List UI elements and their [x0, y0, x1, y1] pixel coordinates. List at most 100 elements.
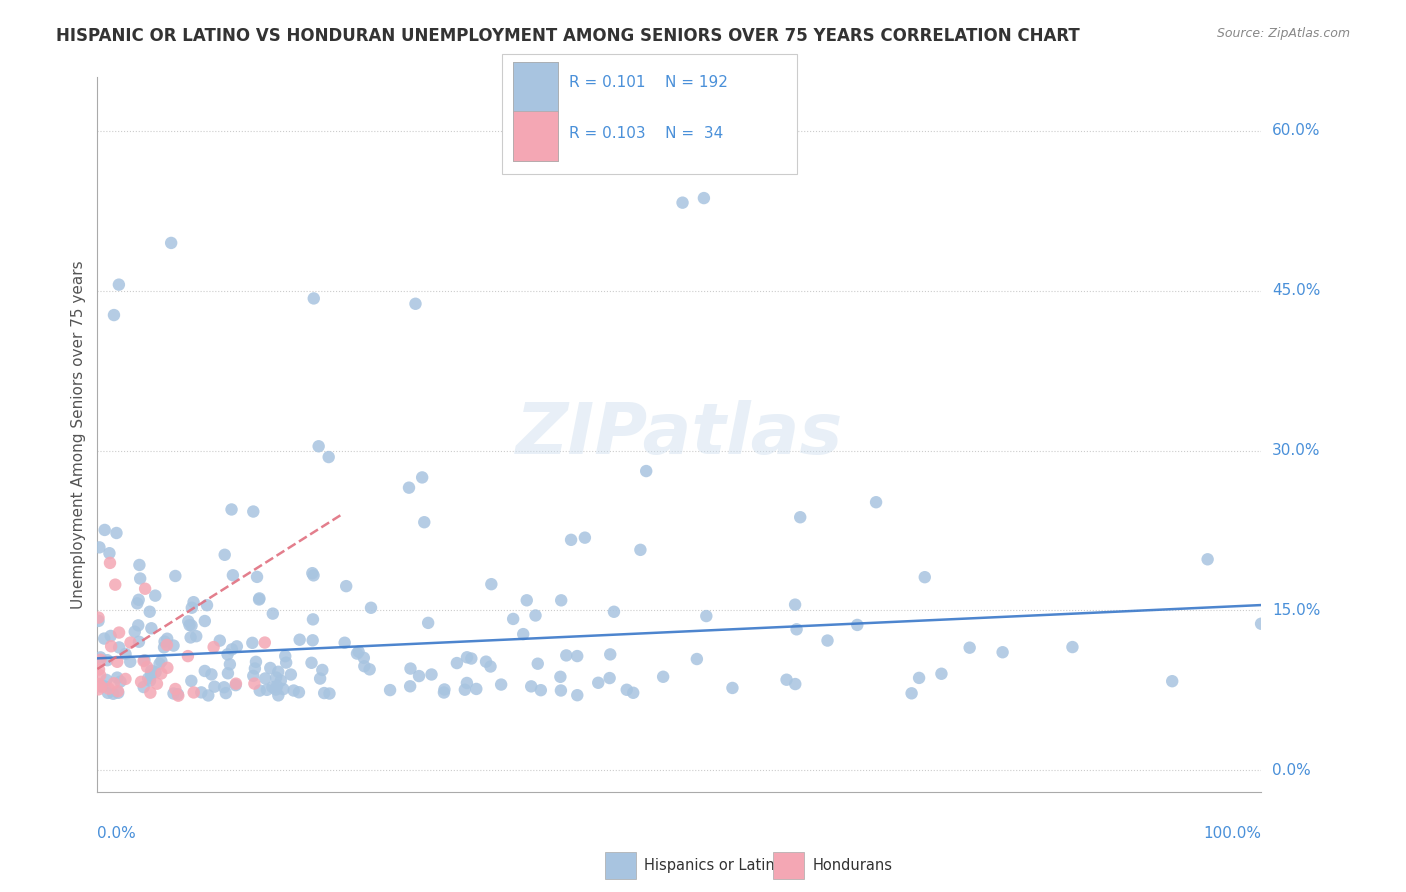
Point — [225, 678, 247, 692]
Text: 100.0%: 100.0% — [1204, 826, 1261, 841]
Point — [107, 686, 129, 700]
Point — [89, 650, 111, 665]
Point — [156, 638, 179, 652]
Point — [242, 669, 264, 683]
Point — [110, 674, 132, 689]
Point — [243, 661, 266, 675]
Point — [162, 686, 184, 700]
Point — [180, 631, 202, 645]
Point — [242, 504, 264, 518]
Point — [150, 666, 173, 681]
Point — [105, 526, 128, 541]
Point — [686, 652, 709, 666]
Point — [105, 655, 128, 669]
Point — [96, 673, 118, 687]
Point — [98, 556, 121, 570]
Point — [103, 676, 125, 690]
Point — [567, 649, 589, 664]
Point — [574, 531, 596, 545]
Point — [599, 648, 621, 662]
Point — [288, 632, 311, 647]
Point — [89, 679, 111, 693]
Point — [145, 665, 167, 680]
Point — [353, 650, 375, 665]
Point — [616, 682, 638, 697]
Point — [411, 470, 433, 484]
Point — [200, 667, 222, 681]
Point — [195, 598, 218, 612]
Point — [253, 635, 276, 649]
Point — [479, 659, 502, 673]
Point — [190, 685, 212, 699]
Point — [249, 683, 271, 698]
Point — [104, 577, 127, 591]
Point — [103, 308, 125, 322]
Point — [114, 647, 136, 661]
Point — [524, 608, 547, 623]
Point — [1197, 552, 1219, 566]
Point — [914, 570, 936, 584]
Point — [240, 636, 263, 650]
Point — [139, 686, 162, 700]
Point — [846, 618, 869, 632]
Point — [150, 654, 173, 668]
Point — [180, 618, 202, 632]
Point — [132, 654, 155, 668]
Point — [418, 615, 440, 630]
Point — [267, 689, 290, 703]
Point — [302, 568, 325, 582]
Point — [129, 572, 152, 586]
Point — [222, 568, 245, 582]
Point — [333, 636, 356, 650]
Point — [520, 679, 543, 693]
Point — [599, 671, 621, 685]
Point — [775, 673, 797, 687]
Point — [146, 676, 169, 690]
Point — [270, 673, 292, 688]
Point — [433, 682, 456, 697]
Point — [143, 589, 166, 603]
Point — [454, 682, 477, 697]
Point — [262, 680, 284, 694]
Point — [283, 683, 305, 698]
Point — [259, 661, 281, 675]
Point — [212, 680, 235, 694]
Point — [276, 656, 298, 670]
Point — [225, 676, 247, 690]
Point — [97, 681, 120, 696]
Point — [138, 605, 160, 619]
Point — [217, 666, 239, 681]
Point — [162, 639, 184, 653]
Point — [225, 640, 247, 654]
Point — [335, 579, 357, 593]
Point — [139, 673, 162, 688]
Point — [652, 670, 675, 684]
Text: 0.0%: 0.0% — [1272, 763, 1310, 778]
Point — [256, 682, 278, 697]
Point — [301, 633, 323, 648]
Point — [413, 515, 436, 529]
Point — [264, 682, 287, 697]
Point — [105, 671, 128, 685]
Point — [90, 680, 112, 694]
Point — [502, 612, 524, 626]
Point — [197, 689, 219, 703]
Point — [621, 686, 644, 700]
Point — [194, 614, 217, 628]
Point — [100, 629, 122, 643]
Point — [103, 687, 125, 701]
Point — [208, 633, 231, 648]
Point — [262, 607, 284, 621]
Point — [311, 663, 333, 677]
Point — [274, 649, 297, 664]
Point — [87, 677, 110, 691]
Point — [177, 615, 200, 629]
Point — [991, 645, 1014, 659]
Point — [353, 659, 375, 673]
Point — [136, 660, 159, 674]
Point — [378, 683, 401, 698]
Point — [179, 618, 201, 632]
Point — [695, 609, 717, 624]
Point — [87, 610, 110, 624]
Point — [183, 595, 205, 609]
